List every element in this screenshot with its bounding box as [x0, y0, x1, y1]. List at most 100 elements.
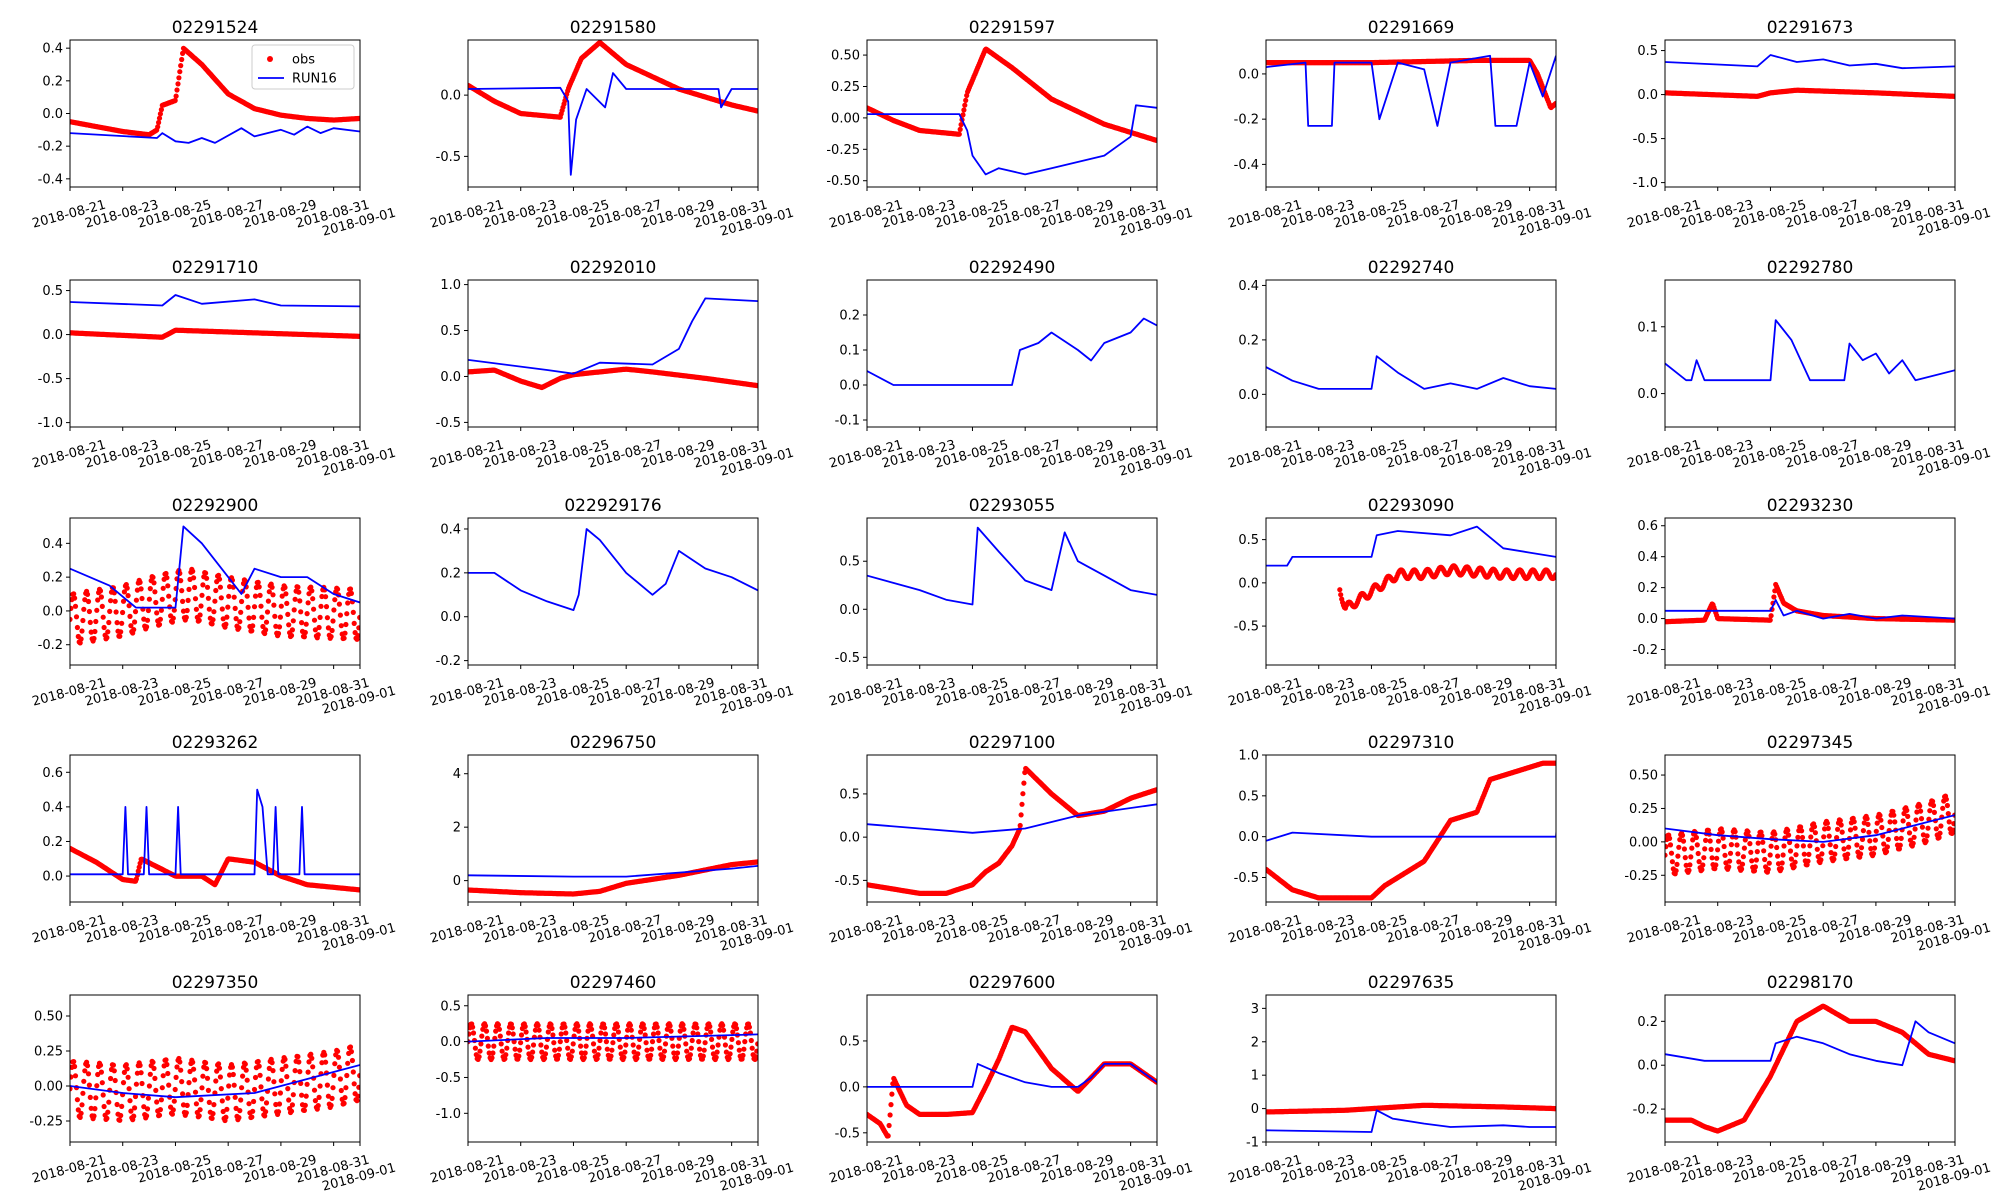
series-point-obs: [755, 859, 758, 865]
series-point-obs: [1778, 865, 1784, 872]
subplot-02297100: 02297100-0.50.00.52018-08-212018-08-2320…: [828, 733, 1195, 955]
subplot-02296750: 022967500242018-08-212018-08-232018-08-2…: [429, 733, 796, 955]
series-point-obs: [1679, 832, 1686, 839]
series-point-obs: [1669, 859, 1675, 865]
y-tick-label: 0.1: [839, 344, 860, 359]
series-point-obs: [120, 598, 127, 604]
subplot-title: 02291524: [172, 18, 259, 38]
series-line-RUN16: [70, 788, 360, 876]
series-point-obs: [157, 111, 163, 117]
series-point-obs: [259, 614, 265, 620]
series-point-obs: [1721, 843, 1727, 850]
series-point-obs: [85, 598, 92, 605]
series-point-obs: [233, 616, 239, 622]
subplot-title: 02291669: [1368, 18, 1455, 38]
y-tick-label: 0.0: [440, 610, 461, 625]
series-point-obs: [169, 619, 175, 625]
series-point-obs: [1805, 858, 1811, 864]
plot-area: [867, 317, 1157, 386]
plot-area: [1665, 319, 1955, 382]
series-point-obs: [80, 617, 86, 624]
series-point-obs: [171, 607, 177, 613]
series-point-obs: [131, 627, 137, 633]
series-point-obs: [1754, 849, 1760, 855]
subplot-title: 02293090: [1368, 496, 1455, 516]
series-point-obs: [206, 606, 212, 612]
series-point-obs: [264, 609, 271, 615]
series-point-obs: [357, 115, 360, 121]
series-point-obs: [186, 586, 192, 593]
subplot-02291597: 02291597-0.50-0.250.000.250.502018-08-21…: [826, 18, 1194, 240]
series-point-obs: [250, 623, 256, 629]
series-point-obs: [341, 635, 347, 641]
series-line-RUN16: [1266, 825, 1556, 842]
series-point-obs: [263, 619, 270, 625]
series-point-obs: [139, 595, 145, 602]
series-point-obs: [78, 636, 84, 642]
series-point-obs: [1667, 835, 1673, 842]
series-line-RUN16: [1665, 319, 1955, 382]
series-point-obs: [296, 589, 302, 595]
series-point-obs: [283, 591, 289, 597]
series-line-RUN16: [867, 104, 1157, 176]
series-point-obs: [1808, 834, 1814, 840]
series-point-obs: [956, 131, 962, 137]
series-point-obs: [94, 607, 100, 613]
series-point-obs: [1727, 850, 1734, 856]
plot-area: [468, 40, 758, 176]
y-tick-label: -0.2: [436, 654, 461, 669]
series-line-RUN16: [867, 803, 1157, 834]
series-point-obs: [91, 635, 97, 642]
subplot-02292490: 02292490-0.10.00.10.22018-08-212018-08-2…: [828, 258, 1195, 480]
series-point-obs: [1693, 834, 1699, 841]
y-tick-label: -0.25: [826, 143, 860, 158]
series-point-obs: [193, 606, 199, 612]
legend-obs-marker: [267, 56, 273, 62]
series-point-obs: [318, 603, 324, 609]
y-tick-label: 0.4: [1637, 550, 1658, 565]
y-tick-label: 0.50: [831, 49, 860, 64]
series-point-obs: [156, 119, 162, 126]
series-point-obs: [144, 624, 150, 630]
series-point-obs: [344, 611, 350, 617]
series-point-obs: [244, 593, 250, 599]
series-point-obs: [1688, 854, 1694, 860]
series-point-obs: [265, 598, 271, 604]
y-tick-label: 0: [453, 874, 461, 889]
series-point-obs: [1739, 861, 1746, 867]
series-point-obs: [1713, 862, 1719, 868]
axes-frame: [1664, 279, 1956, 428]
series-point-obs: [252, 593, 259, 599]
series-point-obs: [1701, 855, 1707, 861]
series-point-obs: [72, 595, 78, 601]
axes-frame: [1664, 39, 1956, 188]
subplot-02291673: 02291673-1.0-0.50.00.52018-08-212018-08-…: [1626, 18, 1993, 240]
series-point-obs: [328, 634, 334, 640]
subplot-title: 02296750: [570, 733, 657, 753]
series-point-obs: [1687, 862, 1693, 868]
plot-area: [867, 765, 1157, 897]
y-tick-label: 0.5: [839, 787, 860, 802]
series-point-obs: [156, 115, 163, 121]
series-point-obs: [218, 595, 224, 601]
y-tick-label: 0.2: [42, 835, 63, 850]
y-tick-label: 0.5: [440, 324, 461, 339]
series-point-obs: [1682, 855, 1688, 861]
axes-frame: [467, 517, 759, 666]
plot-area: [867, 46, 1157, 176]
subplot-022929176: 022929176-0.20.00.20.42018-08-212018-08-…: [429, 496, 796, 718]
series-point-obs: [305, 600, 311, 606]
series-point-obs: [323, 594, 329, 600]
series-point-obs: [203, 570, 209, 576]
series-point-obs: [180, 50, 186, 57]
series-point-obs: [1665, 852, 1668, 858]
subplot-02291710: 02291710-1.0-0.50.00.52018-08-212018-08-…: [31, 258, 398, 480]
y-tick-label: 0.0: [1238, 830, 1259, 845]
series-point-obs: [276, 624, 283, 630]
series-point-obs: [192, 584, 198, 591]
series-point-obs: [166, 593, 172, 599]
subplot-title: 02291580: [570, 18, 657, 38]
subplot-title: 02297310: [1368, 733, 1455, 753]
series-point-obs: [99, 603, 105, 610]
series-point-obs: [310, 596, 316, 602]
